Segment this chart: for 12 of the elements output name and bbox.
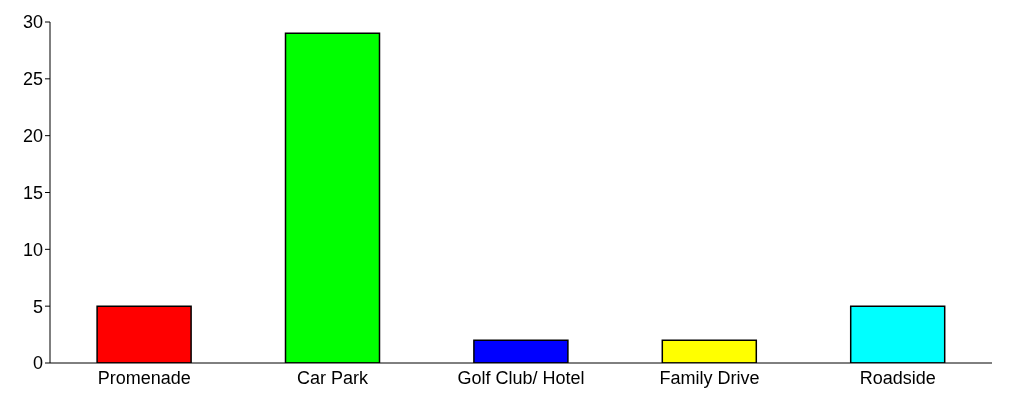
y-tick-label: 15 xyxy=(22,182,43,203)
y-tick-label: 20 xyxy=(22,126,43,147)
y-tick-label: 0 xyxy=(32,353,43,374)
x-tick-label: Roadside xyxy=(859,367,936,388)
x-tick-label: Promenade xyxy=(97,367,191,388)
y-tick-label: 10 xyxy=(22,239,43,260)
x-tick-label: Car Park xyxy=(297,367,370,388)
x-tick-label: Golf Club/ Hotel xyxy=(457,367,585,388)
y-tick-label: 5 xyxy=(32,296,43,317)
x-tick-label: Family Drive xyxy=(659,367,760,388)
y-tick-label: 25 xyxy=(22,69,43,90)
y-tick-label: 30 xyxy=(22,12,43,33)
